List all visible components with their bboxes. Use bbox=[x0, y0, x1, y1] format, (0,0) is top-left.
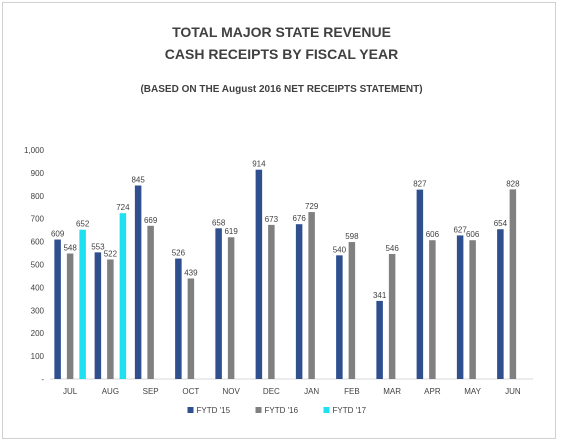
bar-value-label: 676 bbox=[292, 214, 306, 223]
y-tick-label: 600 bbox=[31, 238, 45, 247]
bar bbox=[348, 242, 356, 379]
bar bbox=[119, 213, 127, 379]
bar-value-label: 729 bbox=[305, 202, 319, 211]
bar bbox=[175, 258, 182, 379]
bar-value-label: 546 bbox=[385, 244, 399, 253]
y-tick-label: 700 bbox=[31, 215, 45, 224]
bar bbox=[215, 228, 222, 379]
bar-value-label: 827 bbox=[413, 180, 427, 189]
bar-value-label: 553 bbox=[91, 242, 105, 251]
y-tick-label: 800 bbox=[31, 192, 45, 201]
y-tick-label: 500 bbox=[31, 261, 45, 270]
chart-title-line-1: TOTAL MAJOR STATE REVENUE bbox=[172, 24, 391, 40]
chart-subtitle: (BASED ON THE August 2016 NET RECEIPTS S… bbox=[140, 84, 423, 95]
legend-label: FYTD '15 bbox=[197, 406, 231, 415]
y-tick-label: 1,000 bbox=[24, 146, 45, 155]
bar bbox=[295, 224, 303, 379]
bar-value-label: 845 bbox=[131, 175, 145, 184]
bar-value-label: 627 bbox=[453, 225, 467, 234]
bar-value-label: 439 bbox=[184, 268, 198, 277]
bar-value-label: 606 bbox=[466, 230, 480, 239]
y-tick-label: 100 bbox=[31, 352, 45, 361]
chart-title-line-2: CASH RECEIPTS BY FISCAL YEAR bbox=[164, 46, 399, 62]
legend-swatch bbox=[187, 407, 194, 413]
x-tick-label: APR bbox=[424, 387, 441, 396]
bar bbox=[255, 169, 263, 379]
bar-value-label: 652 bbox=[76, 220, 90, 229]
bar-value-label: 540 bbox=[333, 245, 347, 254]
bar bbox=[66, 253, 74, 379]
bar bbox=[79, 229, 86, 379]
bar-value-label: 609 bbox=[51, 230, 65, 239]
y-tick-label: - bbox=[41, 375, 44, 384]
x-tick-label: MAY bbox=[464, 387, 481, 396]
bar bbox=[308, 212, 315, 379]
bar-value-label: 606 bbox=[426, 230, 440, 239]
bar bbox=[107, 259, 114, 379]
bar bbox=[94, 252, 102, 379]
bar-value-label: 828 bbox=[506, 179, 520, 188]
bar-value-label: 522 bbox=[104, 249, 118, 258]
bar-value-label: 548 bbox=[63, 244, 77, 253]
bar bbox=[268, 224, 275, 379]
bar bbox=[469, 240, 476, 379]
bar bbox=[388, 253, 396, 379]
x-tick-label: DEC bbox=[263, 387, 280, 396]
bar bbox=[509, 189, 517, 379]
bar bbox=[134, 185, 142, 379]
bar bbox=[376, 300, 383, 379]
bar-value-label: 598 bbox=[345, 232, 359, 241]
x-tick-label: AUG bbox=[102, 387, 119, 396]
bar-value-label: 658 bbox=[212, 218, 226, 227]
chart-border bbox=[2, 2, 556, 439]
legend-swatch bbox=[255, 407, 262, 413]
x-tick-label: JUL bbox=[63, 387, 78, 396]
bar bbox=[497, 229, 504, 379]
y-tick-label: 200 bbox=[31, 329, 45, 338]
bar bbox=[187, 278, 195, 379]
bar-value-label: 526 bbox=[172, 249, 186, 258]
bar-value-label: 619 bbox=[224, 227, 238, 236]
bar-value-label: 724 bbox=[116, 203, 130, 212]
y-tick-label: 400 bbox=[31, 283, 45, 292]
bar-value-label: 669 bbox=[144, 216, 158, 225]
legend-swatch bbox=[323, 407, 330, 413]
x-tick-label: OCT bbox=[182, 387, 199, 396]
x-tick-label: MAR bbox=[383, 387, 401, 396]
bar-value-label: 654 bbox=[494, 219, 508, 228]
bar-value-label: 673 bbox=[265, 215, 279, 224]
x-tick-label: SEP bbox=[143, 387, 159, 396]
bar bbox=[336, 255, 343, 379]
x-tick-label: FEB bbox=[344, 387, 360, 396]
bar-value-label: 341 bbox=[373, 291, 387, 300]
bar-value-label: 914 bbox=[252, 160, 266, 169]
y-tick-label: 300 bbox=[31, 306, 45, 315]
bar bbox=[227, 237, 235, 379]
bar bbox=[429, 240, 436, 379]
x-tick-label: JUN bbox=[505, 387, 521, 396]
bar bbox=[416, 189, 424, 379]
x-tick-label: JAN bbox=[304, 387, 319, 396]
legend-label: FYTD '17 bbox=[333, 406, 367, 415]
x-tick-label: NOV bbox=[222, 387, 240, 396]
bar bbox=[147, 225, 154, 379]
y-tick-label: 900 bbox=[31, 169, 45, 178]
bar bbox=[456, 235, 464, 379]
legend-label: FYTD '16 bbox=[265, 406, 299, 415]
bar bbox=[54, 239, 61, 379]
